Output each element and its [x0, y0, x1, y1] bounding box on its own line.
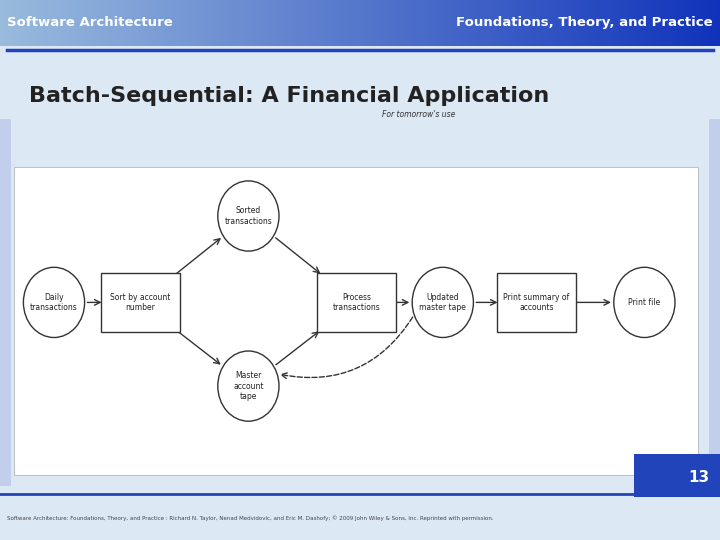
Text: Foundations, Theory, and Practice: Foundations, Theory, and Practice	[456, 16, 713, 30]
Ellipse shape	[217, 351, 279, 421]
FancyBboxPatch shape	[497, 273, 576, 332]
Text: Daily
transactions: Daily transactions	[30, 293, 78, 312]
FancyBboxPatch shape	[101, 273, 180, 332]
Text: Print file: Print file	[629, 298, 660, 307]
FancyBboxPatch shape	[0, 119, 11, 486]
Ellipse shape	[23, 267, 85, 338]
FancyBboxPatch shape	[709, 119, 720, 486]
Text: Process
transactions: Process transactions	[333, 293, 380, 312]
Text: Updated
master tape: Updated master tape	[419, 293, 467, 312]
FancyBboxPatch shape	[14, 167, 698, 475]
Ellipse shape	[613, 267, 675, 338]
FancyBboxPatch shape	[317, 273, 396, 332]
Text: Batch-Sequential: A Financial Application: Batch-Sequential: A Financial Applicatio…	[29, 86, 549, 106]
Text: For tomorrow's use: For tomorrow's use	[382, 110, 455, 119]
Text: Software Architecture: Software Architecture	[7, 16, 173, 30]
Text: Print summary of
accounts: Print summary of accounts	[503, 293, 570, 312]
Text: Software Architecture: Foundations, Theory, and Practice : Richard N. Taylor, Ne: Software Architecture: Foundations, Theo…	[7, 516, 494, 521]
Text: Master
account
tape: Master account tape	[233, 371, 264, 401]
Ellipse shape	[412, 267, 474, 338]
Ellipse shape	[217, 181, 279, 251]
FancyBboxPatch shape	[634, 454, 720, 497]
Text: 13: 13	[688, 470, 709, 485]
Text: Sorted
transactions: Sorted transactions	[225, 206, 272, 226]
Text: Sort by account
number: Sort by account number	[110, 293, 171, 312]
